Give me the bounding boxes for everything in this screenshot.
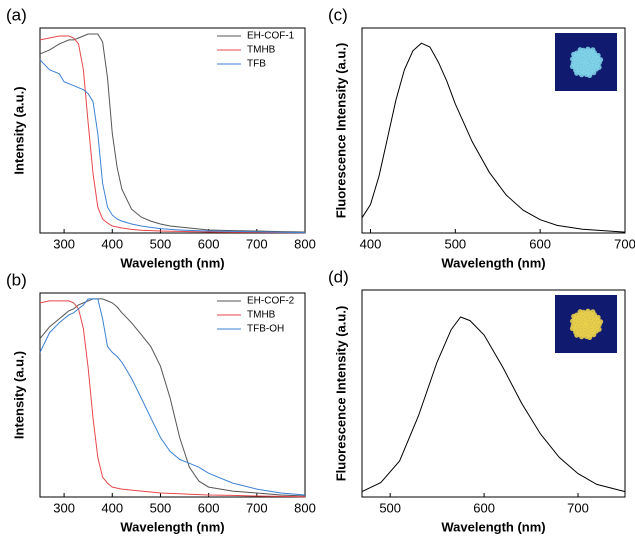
x-tick-label: 600: [473, 500, 495, 515]
x-tick-label: 500: [150, 236, 172, 251]
legend-label: TMHB: [247, 45, 276, 56]
plot-frame: [39, 27, 306, 234]
inset-grain: [590, 309, 596, 315]
legend-label: TFB: [247, 59, 266, 70]
plot-frame: [361, 289, 626, 498]
data-line: [39, 298, 306, 497]
y-axis-label: Intensity (a.u.): [11, 86, 26, 174]
inset-grain: [591, 332, 597, 338]
x-tick-label: 600: [198, 236, 220, 251]
inset-grain: [596, 326, 602, 332]
y-axis-label: Intensity (a.u.): [11, 351, 26, 439]
panel-label: (a): [6, 5, 27, 24]
data-line: [361, 316, 626, 493]
x-tick-label: 700: [614, 236, 635, 251]
inset-grain: [571, 313, 577, 319]
y-axis-label: Fluorescence Intensity (a.u.): [333, 306, 348, 482]
data-line: [361, 42, 626, 233]
inset-grain: [577, 309, 583, 315]
x-tick-label: 500: [379, 500, 401, 515]
inset-grain: [585, 308, 591, 314]
data-line: [39, 300, 306, 498]
legend-label: TFB-OH: [247, 324, 284, 335]
x-axis-label: Wavelength (nm): [120, 519, 224, 534]
legend-label: EH-COF-2: [247, 296, 295, 307]
legend-label: EH-COF-1: [247, 31, 295, 42]
x-axis-label: Wavelength (nm): [441, 519, 545, 534]
panel-label: (d): [328, 267, 349, 286]
x-tick-label: 700: [246, 500, 268, 515]
x-tick-label: 500: [444, 236, 466, 251]
data-line: [39, 35, 306, 234]
inset-grain: [569, 318, 576, 324]
inset-grain: [569, 63, 576, 70]
x-tick-label: 400: [101, 500, 123, 515]
plot-frame: [39, 292, 306, 498]
inset-grain: [579, 72, 585, 78]
plot-frame: [361, 27, 626, 234]
inset-grain: [587, 334, 593, 341]
inset-grain: [587, 72, 593, 79]
x-tick-label: 700: [246, 236, 268, 251]
inset-grain: [597, 319, 604, 325]
inset-grain: [574, 70, 580, 76]
panel-label: (c): [328, 5, 348, 24]
data-line: [39, 298, 306, 496]
x-axis-label: Wavelength (nm): [120, 255, 224, 270]
x-tick-label: 500: [150, 500, 172, 515]
x-tick-label: 300: [53, 500, 75, 515]
inset-grain: [579, 334, 585, 340]
x-tick-label: 700: [567, 500, 589, 515]
inset-grain: [585, 46, 591, 52]
data-line: [39, 59, 306, 234]
x-tick-label: 600: [529, 236, 551, 251]
x-axis-label: Wavelength (nm): [441, 255, 545, 270]
x-tick-label: 300: [53, 236, 75, 251]
x-tick-label: 800: [294, 500, 316, 515]
x-tick-label: 400: [101, 236, 123, 251]
data-line: [39, 33, 306, 233]
inset-grain: [574, 332, 580, 338]
inset-grain: [591, 70, 597, 76]
y-axis-label: Fluorescence Intensity (a.u.): [333, 43, 348, 219]
inset-grain: [590, 47, 596, 53]
inset-grain: [577, 47, 583, 53]
inset-grain: [595, 314, 601, 321]
inset-grain: [571, 51, 577, 57]
inset-grain: [596, 64, 602, 70]
x-tick-label: 400: [360, 236, 382, 251]
inset-grain: [595, 52, 601, 59]
panel-label: (b): [6, 270, 27, 289]
x-tick-label: 800: [294, 236, 316, 251]
legend-label: TMHB: [247, 310, 276, 321]
inset-grain: [569, 325, 576, 332]
inset-grain: [597, 57, 604, 63]
x-tick-label: 600: [198, 500, 220, 515]
inset-grain: [569, 56, 576, 62]
